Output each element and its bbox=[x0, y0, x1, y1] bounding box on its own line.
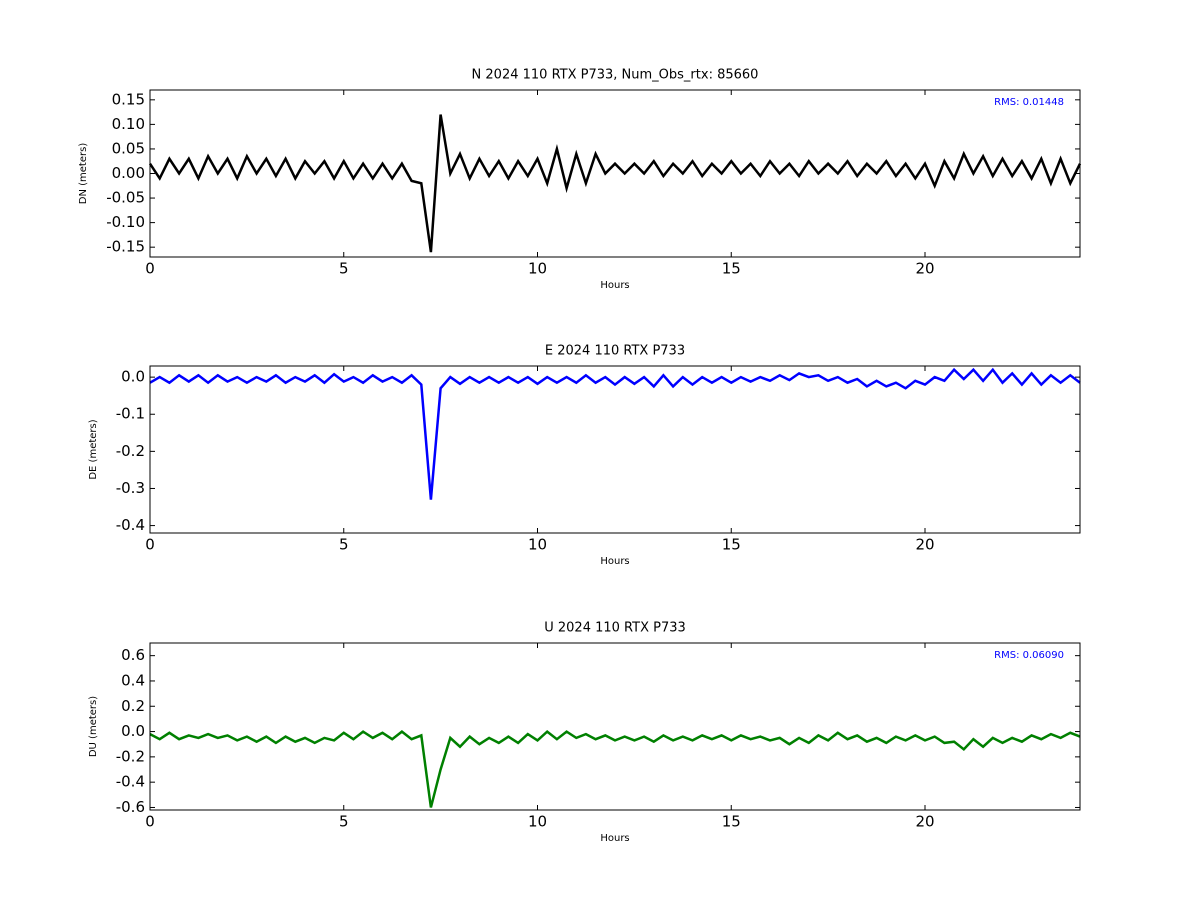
y-tick-label: 0.0 bbox=[121, 368, 145, 386]
subplot-title: E 2024 110 RTX P733 bbox=[545, 344, 685, 359]
y-tick-label: 0.15 bbox=[112, 90, 145, 108]
y-tick-label: -0.2 bbox=[116, 747, 145, 765]
x-tick-label: 10 bbox=[528, 260, 547, 278]
subplot: 0 5 10 15 20 -0.6 -0.4 -0.2 0.0 0.2 0.4 0.6 U 2024 1… bbox=[88, 621, 1081, 844]
y-axis-label: DE (meters) bbox=[88, 419, 99, 479]
x-tick-label: 10 bbox=[528, 536, 547, 554]
y-tick-label: -0.4 bbox=[116, 516, 145, 534]
x-tick-label: 0 bbox=[145, 536, 155, 554]
y-tick-label: 0.6 bbox=[121, 646, 145, 664]
plot-area bbox=[150, 90, 1080, 257]
subplot: 0 5 10 15 20 -0.15 -0.10 -0.05 0.00 0.05 0.10 0.15 N… bbox=[78, 68, 1082, 291]
plot-area bbox=[150, 643, 1080, 810]
y-tick-label: -0.2 bbox=[116, 442, 145, 460]
y-tick-label: -0.05 bbox=[106, 189, 145, 207]
x-tick-label: 15 bbox=[722, 536, 741, 554]
y-tick-label: 0.00 bbox=[112, 164, 145, 182]
y-axis-label: DU (meters) bbox=[88, 696, 99, 757]
x-tick-label: 0 bbox=[145, 260, 155, 278]
y-tick-label: 0.4 bbox=[121, 671, 145, 689]
y-tick-label: -0.4 bbox=[116, 773, 145, 791]
y-tick-label: 0.10 bbox=[112, 115, 145, 133]
y-tick-label: -0.10 bbox=[106, 213, 145, 231]
axes-frame bbox=[149, 642, 1081, 811]
x-tick-label: 20 bbox=[915, 536, 934, 554]
y-tick-label: 0.0 bbox=[121, 722, 145, 740]
y-tick-label: -0.15 bbox=[106, 238, 145, 256]
rms-annotation: RMS: 0.06090 bbox=[994, 650, 1064, 661]
x-tick-label: 5 bbox=[339, 813, 349, 831]
x-axis-label: Hours bbox=[600, 556, 629, 567]
subplot: 0 5 10 15 20 -0.4 -0.3 -0.2 -0.1 0.0 E 2024 110 RT… bbox=[88, 344, 1081, 567]
axes-frame bbox=[149, 365, 1081, 534]
data-line bbox=[149, 367, 1081, 500]
x-tick-label: 20 bbox=[915, 813, 934, 831]
x-axis-label: Hours bbox=[600, 833, 629, 844]
data-line bbox=[149, 729, 1081, 808]
y-tick-label: 0.2 bbox=[121, 697, 145, 715]
y-axis-label: DN (meters) bbox=[78, 143, 89, 205]
x-tick-label: 5 bbox=[339, 536, 349, 554]
x-tick-label: 15 bbox=[722, 260, 741, 278]
subplot-title: U 2024 110 RTX P733 bbox=[544, 621, 686, 636]
x-tick-label: 10 bbox=[528, 813, 547, 831]
data-line bbox=[148, 114, 1082, 253]
plot-area bbox=[150, 366, 1080, 533]
y-tick-label: 0.05 bbox=[112, 139, 145, 157]
x-tick-label: 5 bbox=[339, 260, 349, 278]
x-tick-label: 20 bbox=[915, 260, 934, 278]
y-tick-label: -0.6 bbox=[116, 798, 145, 816]
x-axis-label: Hours bbox=[600, 280, 629, 291]
subplot-title: N 2024 110 RTX P733, Num_Obs_rtx: 85660 bbox=[472, 68, 759, 83]
x-tick-label: 0 bbox=[145, 813, 155, 831]
y-tick-label: -0.3 bbox=[116, 479, 145, 497]
y-tick-label: -0.1 bbox=[116, 405, 145, 423]
x-tick-label: 15 bbox=[722, 813, 741, 831]
rms-annotation: RMS: 0.01448 bbox=[994, 97, 1064, 108]
